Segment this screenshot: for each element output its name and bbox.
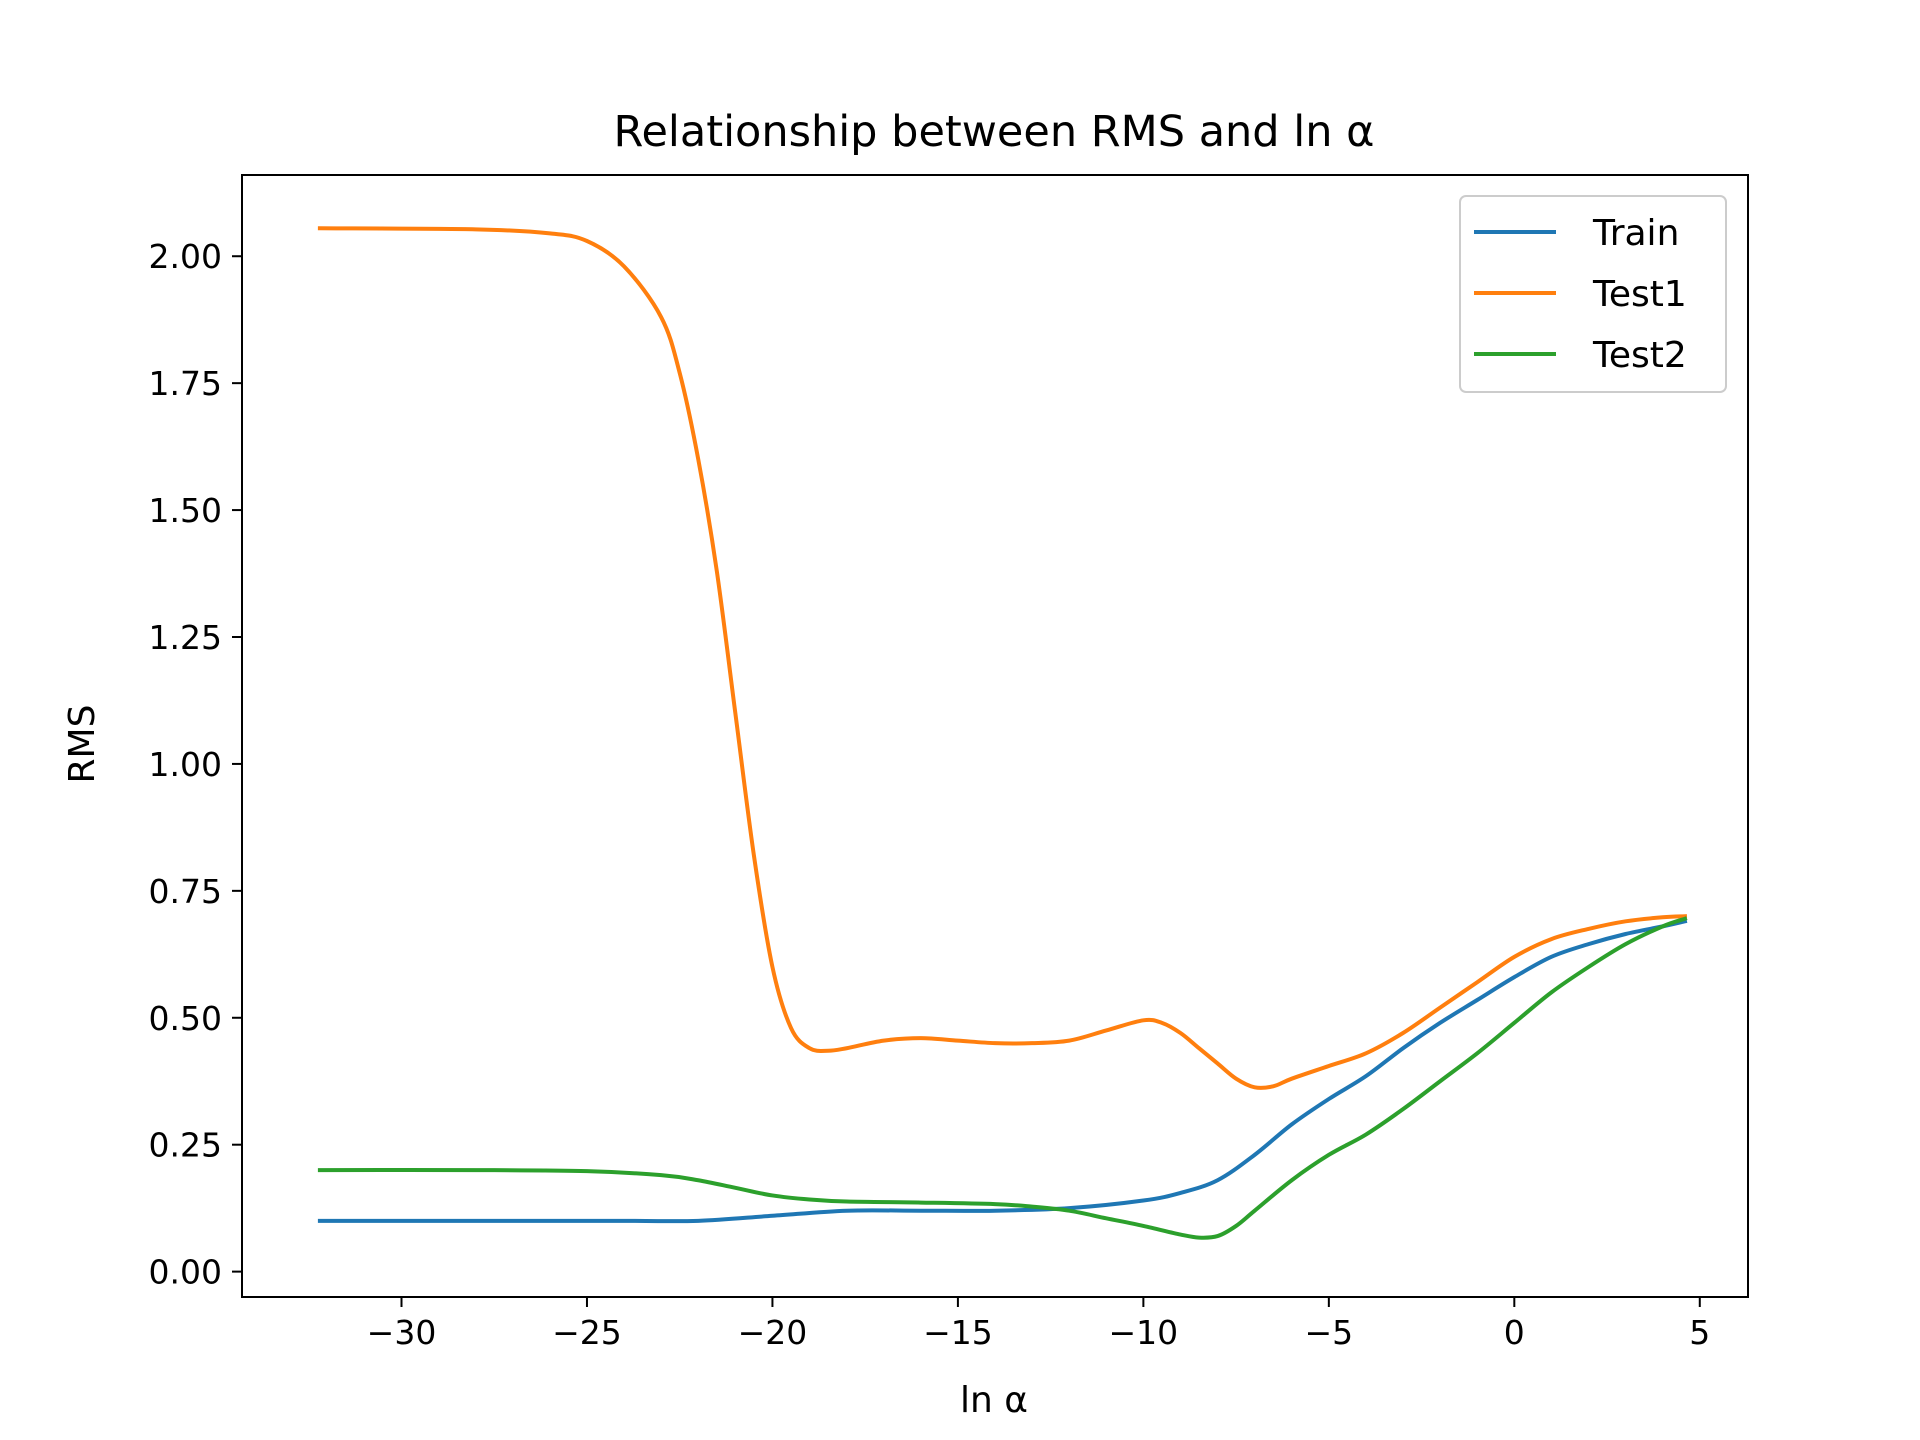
series-line-test2 xyxy=(317,916,1688,1240)
y-tick-label: 0.75 xyxy=(149,872,222,911)
legend-label-test1: Test1 xyxy=(1592,274,1687,315)
x-tick-label: −5 xyxy=(1305,1313,1354,1352)
y-tick-label: 1.00 xyxy=(149,745,222,784)
y-tick-label: 1.25 xyxy=(149,618,222,657)
x-axis-label: ln α xyxy=(960,1380,1028,1421)
legend-box xyxy=(1459,195,1727,393)
x-tick-label: −10 xyxy=(1109,1313,1179,1352)
x-tick-label: −25 xyxy=(552,1313,622,1352)
ticks-layer: −30 −25 −20 −15 −10 −5 0 5 0.00 0.25 0.50 0.75 1.00 1… xyxy=(149,237,1711,1352)
y-tick-label: 1.75 xyxy=(149,364,222,403)
y-tick-label: 1.50 xyxy=(149,491,222,530)
series-layer xyxy=(317,226,1688,1240)
y-tick-label: 2.00 xyxy=(149,237,222,276)
axes-layer xyxy=(241,174,1749,1298)
series-line-test1 xyxy=(317,226,1688,1090)
x-tick-label: 0 xyxy=(1504,1313,1525,1352)
series-line-train xyxy=(317,918,1688,1224)
legend: Train Test1 Test2 xyxy=(1459,195,1727,393)
y-tick-label: 0.00 xyxy=(149,1253,222,1292)
legend-label-train: Train xyxy=(1592,213,1679,254)
y-axis-label: RMS xyxy=(62,705,103,784)
x-tick-label: 5 xyxy=(1689,1313,1710,1352)
legend-label-test2: Test2 xyxy=(1592,335,1687,376)
x-tick-label: −20 xyxy=(738,1313,808,1352)
y-tick-label: 0.50 xyxy=(149,999,222,1038)
chart-title: Relationship between RMS and ln α xyxy=(614,107,1375,157)
x-tick-label: −15 xyxy=(923,1313,993,1352)
plot-frame xyxy=(241,174,1749,1298)
y-tick-label: 0.25 xyxy=(149,1126,222,1165)
x-tick-label: −30 xyxy=(367,1313,437,1352)
